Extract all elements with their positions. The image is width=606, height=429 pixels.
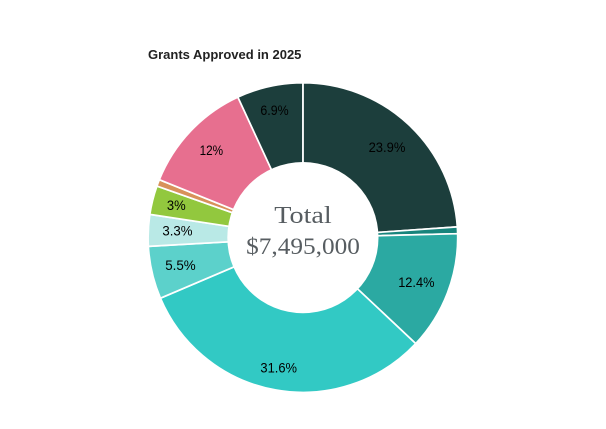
svg-text:23.9%: 23.9% xyxy=(369,140,406,156)
svg-text:Total: Total xyxy=(274,202,332,229)
svg-text:6.9%: 6.9% xyxy=(260,103,289,119)
svg-text:5.5%: 5.5% xyxy=(165,258,196,274)
svg-text:3%: 3% xyxy=(167,198,186,214)
svg-text:12.4%: 12.4% xyxy=(398,275,435,291)
svg-text:3.3%: 3.3% xyxy=(162,224,192,240)
svg-text:12%: 12% xyxy=(200,143,224,159)
svg-text:$7,495,000: $7,495,000 xyxy=(246,234,360,260)
svg-text:31.6%: 31.6% xyxy=(260,361,297,377)
